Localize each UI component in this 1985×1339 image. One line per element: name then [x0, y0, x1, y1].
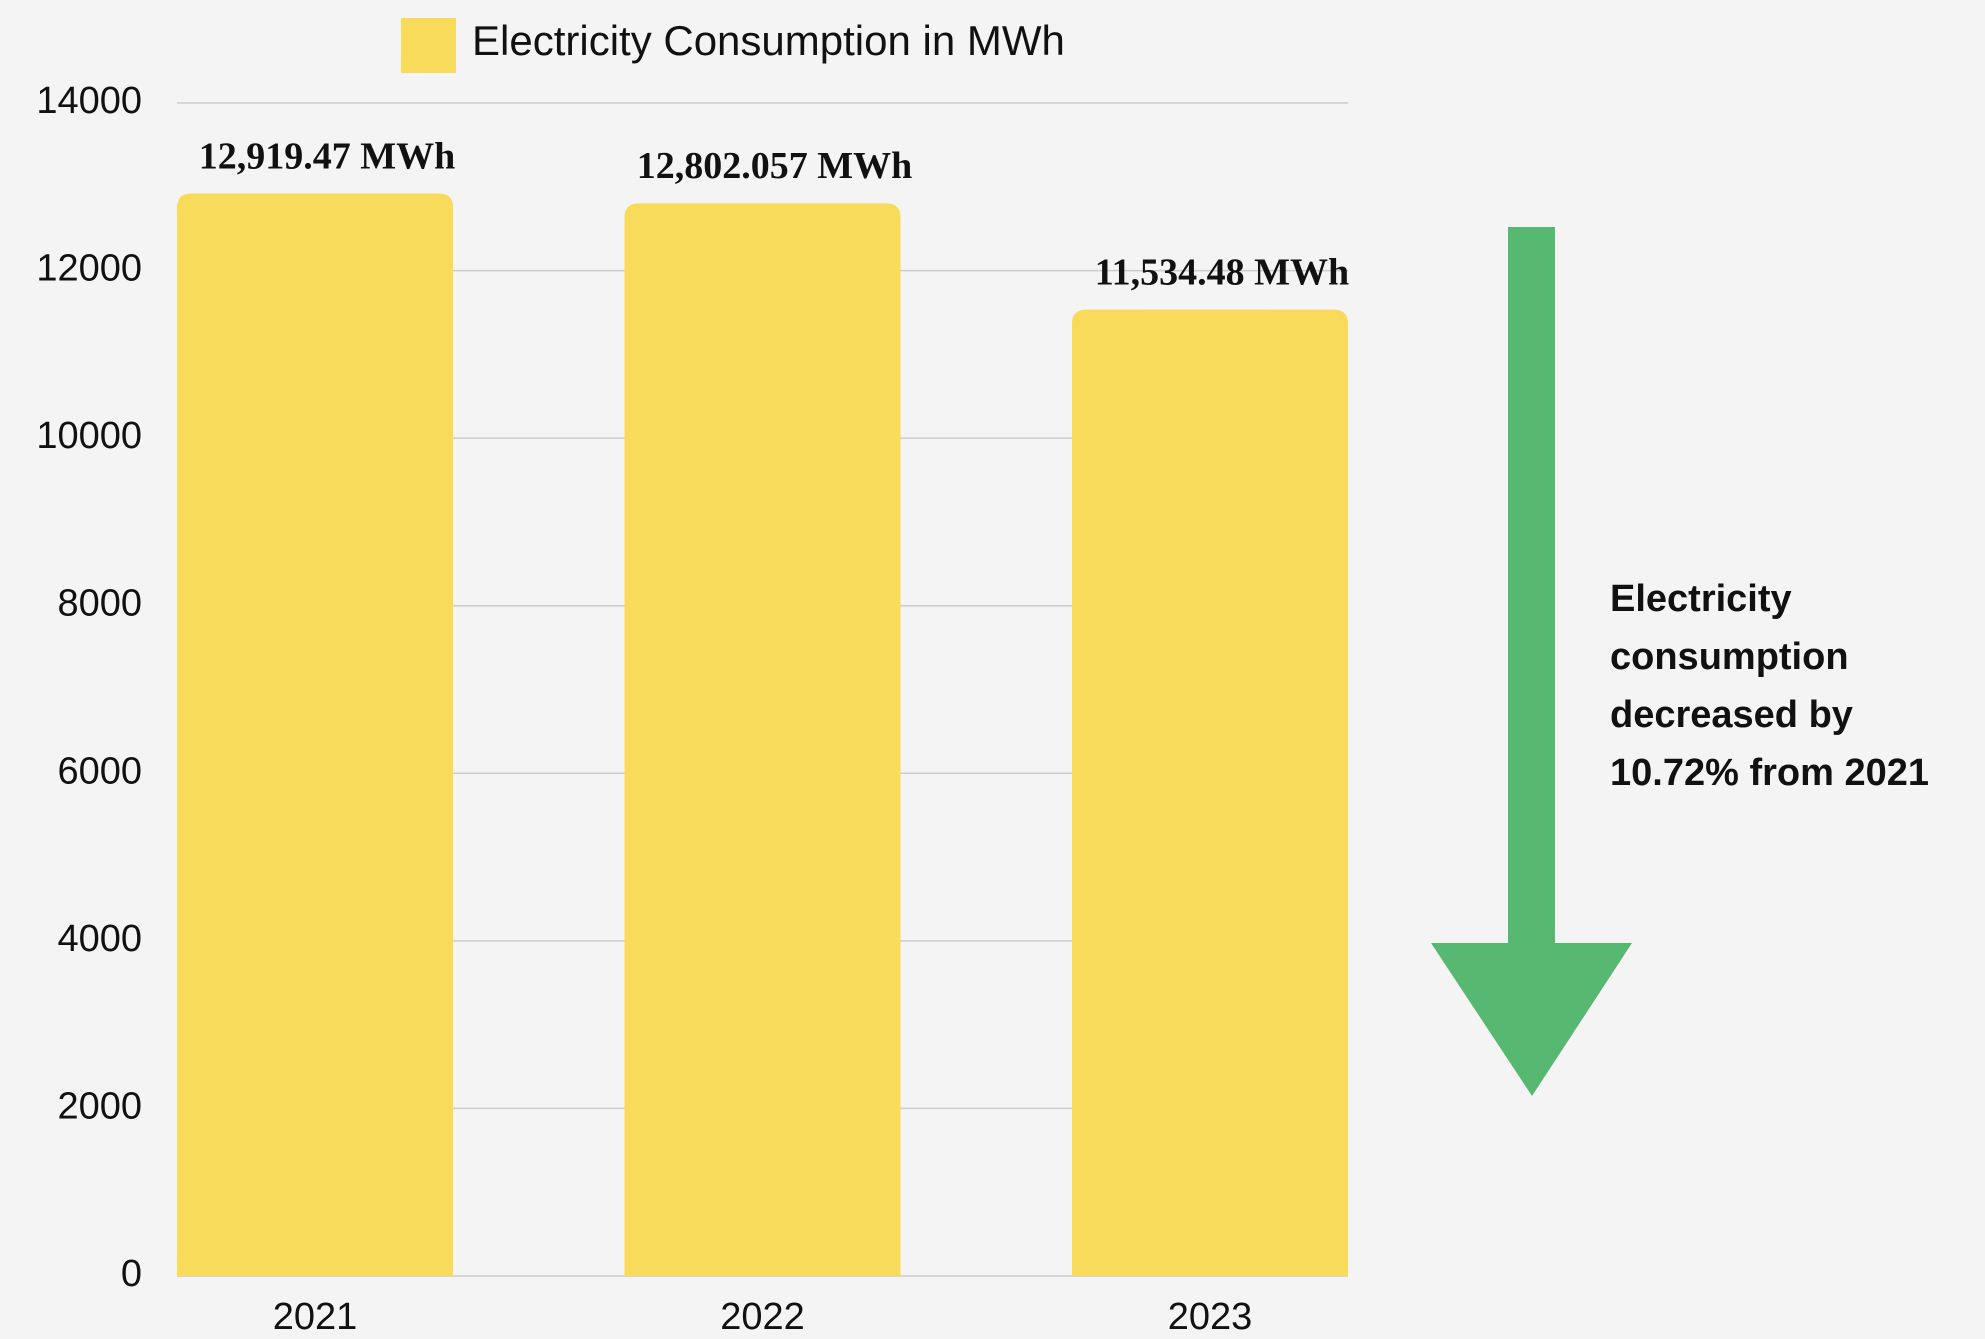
y-tick-label: 10000: [36, 415, 142, 457]
y-tick-label: 2000: [57, 1085, 142, 1127]
trend-arrow: [1431, 227, 1632, 1096]
annotation-line: consumption: [1610, 636, 1849, 678]
x-tick-label: 2022: [720, 1296, 805, 1338]
value-label: 11,534.48 MWh: [1095, 251, 1349, 293]
annotation-line: 10.72% from 2021: [1610, 752, 1929, 794]
y-tick-label: 14000: [36, 80, 142, 122]
y-tick-label: 0: [121, 1253, 142, 1295]
value-label: 12,802.057 MWh: [637, 145, 913, 187]
y-tick-label: 6000: [57, 750, 142, 792]
y-tick-label: 8000: [57, 583, 142, 625]
x-tick-label: 2021: [273, 1296, 358, 1338]
legend-swatch: [401, 18, 456, 73]
y-tick-label: 4000: [57, 918, 142, 960]
value-label: 12,919.47 MWh: [199, 135, 456, 177]
x-tick-label: 2023: [1168, 1296, 1253, 1338]
annotation-line: decreased by: [1610, 694, 1853, 736]
legend-label: Electricity Consumption in MWh: [472, 17, 1065, 64]
bar: [624, 203, 901, 1277]
bar: [177, 193, 454, 1277]
annotation-line: Electricity: [1610, 578, 1792, 620]
y-tick-label: 12000: [36, 248, 142, 290]
bar: [1071, 309, 1348, 1277]
